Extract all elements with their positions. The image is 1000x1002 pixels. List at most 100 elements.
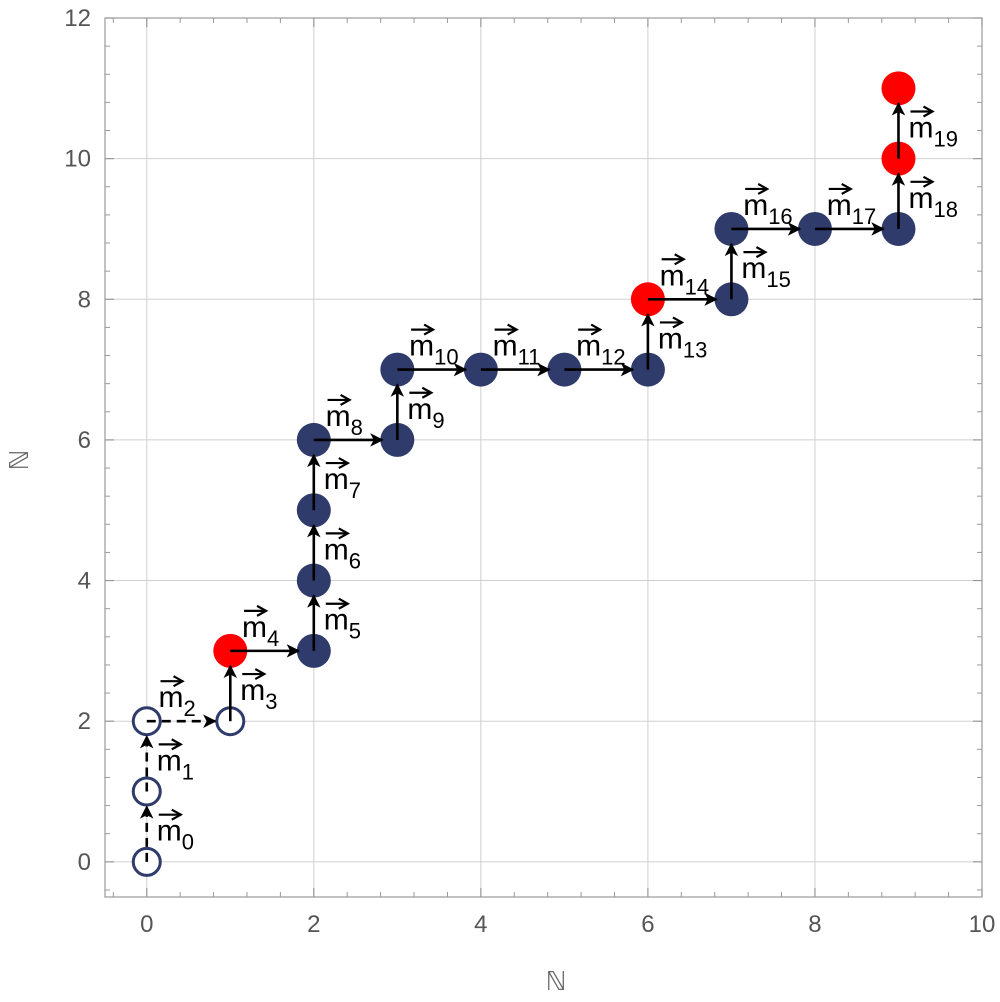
vector-overarrow-head <box>340 393 352 406</box>
vector-overarrow-head <box>171 808 184 821</box>
x-tick-label: 4 <box>474 911 487 938</box>
step-vectors <box>140 101 906 862</box>
data-points <box>131 71 916 877</box>
vector-symbol: m <box>743 189 768 222</box>
vector-index: 11 <box>518 345 541 370</box>
vector-symbol: m <box>407 393 432 426</box>
vector-overarrow-head <box>338 527 351 540</box>
vector-label: m4 <box>242 611 279 651</box>
vector-label: m18 <box>908 182 957 222</box>
vector-symbol: m <box>658 322 683 355</box>
vector-label: m3 <box>240 674 277 714</box>
axis-ticks <box>105 17 983 897</box>
vector-label: m14 <box>660 259 709 299</box>
vector-index: 7 <box>349 478 361 503</box>
vector-symbol: m <box>908 182 933 215</box>
vector-overarrow-head <box>674 253 686 266</box>
vector-overarrow-head <box>590 323 603 336</box>
plot-frame <box>104 17 983 898</box>
vector-symbol: m <box>157 744 182 777</box>
y-tick-label: 6 <box>78 427 91 454</box>
vector-overarrow-head <box>256 604 269 617</box>
y-tick-label: 2 <box>78 708 91 735</box>
vector-overarrow-head <box>507 323 519 336</box>
vector-label: m17 <box>827 189 876 229</box>
vector-symbol: m <box>660 259 685 292</box>
vector-label: m7 <box>324 463 361 503</box>
vector-symbol: m <box>409 330 434 363</box>
red-point <box>881 71 916 106</box>
vector-index: 10 <box>434 345 458 370</box>
vector-index: 17 <box>852 204 876 229</box>
grid <box>105 17 983 897</box>
y-tick-label: 10 <box>64 146 91 173</box>
vector-symbol: m <box>324 533 349 566</box>
vector-overarrow-head <box>757 182 770 195</box>
vector-label: m1 <box>157 744 194 784</box>
vector-label: m2 <box>159 681 196 721</box>
vector-label: m19 <box>908 111 957 151</box>
y-tick-label: 0 <box>78 849 91 876</box>
vector-index: 16 <box>768 204 792 229</box>
x-tick-label: 2 <box>307 911 320 938</box>
x-tick-label: 10 <box>969 911 996 938</box>
vector-overarrow-head <box>755 246 768 259</box>
vector-symbol: m <box>576 330 601 363</box>
y-tick-label: 8 <box>78 286 91 313</box>
vector-index: 5 <box>349 619 361 644</box>
vector-label: m6 <box>324 533 361 573</box>
vector-symbol: m <box>741 252 766 285</box>
vector-overarrow-head <box>922 175 935 188</box>
vector-overarrow-head <box>922 105 935 118</box>
vector-index: 9 <box>432 408 444 433</box>
vector-overarrow-head <box>171 738 184 751</box>
y-axis-label: ℕ <box>5 450 35 471</box>
vector-label: m16 <box>743 189 792 229</box>
vector-overarrow-head <box>841 182 853 195</box>
vector-overarrow-head <box>423 323 436 336</box>
y-tick-labels: 0 2 4 6 8 10 12 <box>64 5 91 876</box>
vector-index: 0 <box>182 830 194 855</box>
vector-index: 2 <box>184 696 196 721</box>
vector-label: m10 <box>409 330 458 370</box>
vector-symbol: m <box>326 400 351 433</box>
vector-index: 19 <box>933 126 957 151</box>
vector-symbol: m <box>242 611 267 644</box>
vector-overarrow-head <box>338 597 351 610</box>
y-tick-label: 4 <box>78 568 91 595</box>
vector-index: 3 <box>265 689 277 714</box>
vector-symbol: m <box>324 463 349 496</box>
vector-label: m9 <box>407 393 444 433</box>
vector-label: m11 <box>493 330 541 370</box>
vector-index: 12 <box>601 345 625 370</box>
x-tick-labels: 0 2 4 6 8 10 <box>140 911 995 938</box>
x-axis-label: ℕ <box>546 967 567 997</box>
vector-overarrow-head <box>172 675 185 688</box>
vector-symbol: m <box>324 604 349 637</box>
vector-label: m0 <box>157 815 194 855</box>
vector-index: 8 <box>351 415 363 440</box>
vector-symbol: m <box>157 815 182 848</box>
vector-symbol: m <box>493 330 518 363</box>
y-tick-label: 12 <box>64 5 91 32</box>
vector-symbol: m <box>908 111 933 144</box>
vector-label: m15 <box>741 252 790 292</box>
vector-index: 13 <box>683 337 707 362</box>
vector-index: 18 <box>933 197 957 222</box>
vector-label: m13 <box>658 322 707 362</box>
vector-symbol: m <box>827 189 852 222</box>
x-tick-label: 6 <box>641 911 654 938</box>
x-tick-label: 0 <box>140 911 153 938</box>
vector-index: 4 <box>267 626 279 651</box>
vector-label: m8 <box>326 400 363 440</box>
vector-index: 14 <box>685 274 709 299</box>
vector-label: m12 <box>576 330 625 370</box>
vector-index: 6 <box>349 548 361 573</box>
vector-index: 1 <box>182 759 194 784</box>
vector-overarrow-head <box>672 316 685 329</box>
vector-overarrow-head <box>338 457 351 470</box>
x-tick-label: 8 <box>808 911 821 938</box>
vector-overarrow-head <box>254 668 267 681</box>
